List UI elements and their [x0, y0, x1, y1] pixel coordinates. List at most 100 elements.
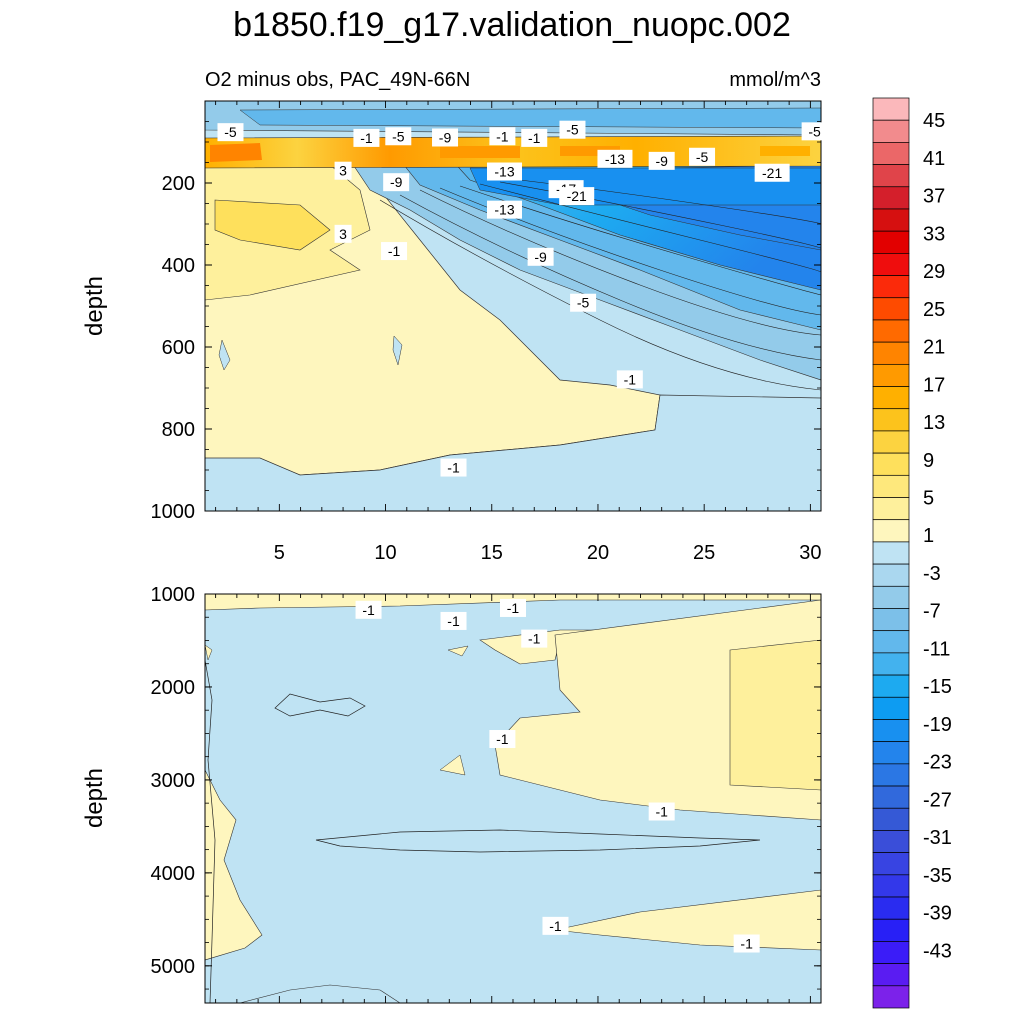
subtitle-left: O2 minus obs, PAC_49N-66N [205, 69, 470, 91]
colorbar-box [872, 408, 910, 432]
contour-label-text: -5 [696, 149, 709, 165]
contour-label: -1 [648, 802, 675, 821]
colorbar-label: -7 [923, 601, 941, 623]
colorbar-box [872, 630, 910, 654]
contour-label-bg [432, 128, 459, 147]
upper-x-tick-label: 25 [693, 542, 715, 564]
contour-label: -1 [440, 611, 467, 630]
colorbar-box [872, 741, 910, 765]
contour-label-text: -13 [494, 164, 514, 180]
units-label: mmol/m^3 [729, 69, 821, 91]
contour-label: -5 [559, 120, 586, 139]
contour-label: -1 [489, 730, 516, 749]
colorbar-box [872, 674, 910, 698]
colorbar-box [872, 763, 910, 787]
contour-label: -1 [353, 128, 380, 147]
colorbar-label: 21 [923, 337, 945, 359]
colorbar-label: 17 [923, 374, 945, 396]
colorbar-box [872, 608, 910, 632]
contour-label-bg [489, 730, 516, 749]
colorbar-box [872, 896, 910, 920]
contour-label-bg [487, 200, 523, 219]
contour-label: -9 [432, 128, 459, 147]
contour-label: -9 [383, 173, 410, 192]
contour-label: -1 [500, 598, 526, 617]
colorbar-label: 33 [923, 223, 945, 245]
contour-label-bg [521, 629, 548, 648]
contour-label: -5 [570, 293, 597, 312]
contour-label: -1 [440, 458, 467, 477]
contour-label-bg [383, 173, 410, 192]
contour-label-bg [355, 600, 382, 619]
colorbar-label: 37 [923, 186, 945, 208]
upper-x-tick-label: 20 [587, 542, 609, 564]
lower-y-tick-label: 4000 [151, 863, 196, 885]
contour-label-text: -1 [447, 613, 460, 629]
colorbar-label: 9 [923, 450, 934, 472]
colorbar-box [872, 142, 910, 165]
lower-y-axis: 1000 2000 3000 4000 5000 [151, 584, 821, 990]
upper-contour-fill [205, 101, 821, 511]
contour-label-text: -5 [577, 295, 590, 311]
contour-label-bg [500, 598, 526, 617]
colorbar-box [872, 719, 910, 743]
contour-label-bg [801, 122, 828, 141]
colorbar-box [872, 386, 910, 410]
colorbar-box [872, 963, 910, 987]
colorbar-label: 5 [923, 488, 934, 510]
colorbar-box [872, 186, 910, 210]
contour-label-text: -1 [528, 631, 541, 647]
colorbar-box [872, 341, 910, 365]
lower-x-axis [215, 594, 811, 1003]
contour-label-text: -1 [447, 460, 460, 476]
colorbar-label: -39 [923, 903, 952, 925]
colorbar-label: -19 [923, 714, 952, 736]
colorbar: 45 41 37 33 29 25 21 17 13 9 5 1 -3 -7 -11 -15 -19 -23 -27… [872, 97, 952, 1009]
contour-label: -9 [527, 247, 554, 266]
contour-label-bg [521, 128, 548, 147]
contour-label-bg [648, 802, 675, 821]
contour-label-bg [597, 149, 633, 168]
colorbar-box [872, 563, 910, 587]
contour-label-text: -5 [808, 123, 821, 139]
upper-y-axis: 200 400 600 800 1000 [151, 100, 821, 523]
colorbar-box [872, 297, 910, 321]
contour-label-bg [353, 128, 380, 147]
colorbar-label: 29 [923, 261, 945, 283]
lower-y-axis-label: depth [81, 768, 108, 828]
colorbar-label: 25 [923, 299, 945, 321]
contour-label-bg [334, 224, 352, 243]
contour-label-bg [689, 147, 716, 166]
colorbar-box [872, 474, 910, 498]
upper-y-tick-label: 800 [162, 419, 195, 441]
colorbar-label: -35 [923, 865, 952, 887]
colorbar-boxes [872, 97, 910, 1009]
contour-label: -9 [648, 151, 675, 170]
contour-label: 3 [334, 161, 352, 180]
colorbar-box [872, 830, 910, 853]
colorbar-box [872, 652, 910, 676]
contour-label-bg [733, 934, 760, 953]
contour-label-bg [616, 370, 643, 389]
lower-y-tick-label: 5000 [151, 956, 196, 978]
colorbar-box [872, 275, 910, 299]
colorbar-box [872, 874, 910, 898]
upper-y-tick-label: 200 [162, 173, 195, 195]
contour-label: 3 [334, 224, 352, 243]
upper-x-tick-label: 10 [374, 542, 396, 564]
contour-label-text: -1 [496, 128, 509, 144]
contour-label-text: -1 [507, 600, 520, 616]
contour-label-text: -21 [567, 188, 587, 204]
colorbar-box [872, 119, 910, 143]
colorbar-label: -23 [923, 752, 952, 774]
contour-label: -21 [754, 163, 790, 182]
contour-label-text: -1 [528, 130, 541, 146]
colorbar-box [872, 230, 910, 254]
colorbar-label: -11 [923, 638, 950, 660]
contour-label-bg [334, 161, 352, 180]
contour-label-text: -21 [762, 165, 782, 181]
contour-label-bg [570, 293, 597, 312]
contour-label-text: -9 [439, 129, 452, 145]
colorbar-box [872, 918, 910, 942]
